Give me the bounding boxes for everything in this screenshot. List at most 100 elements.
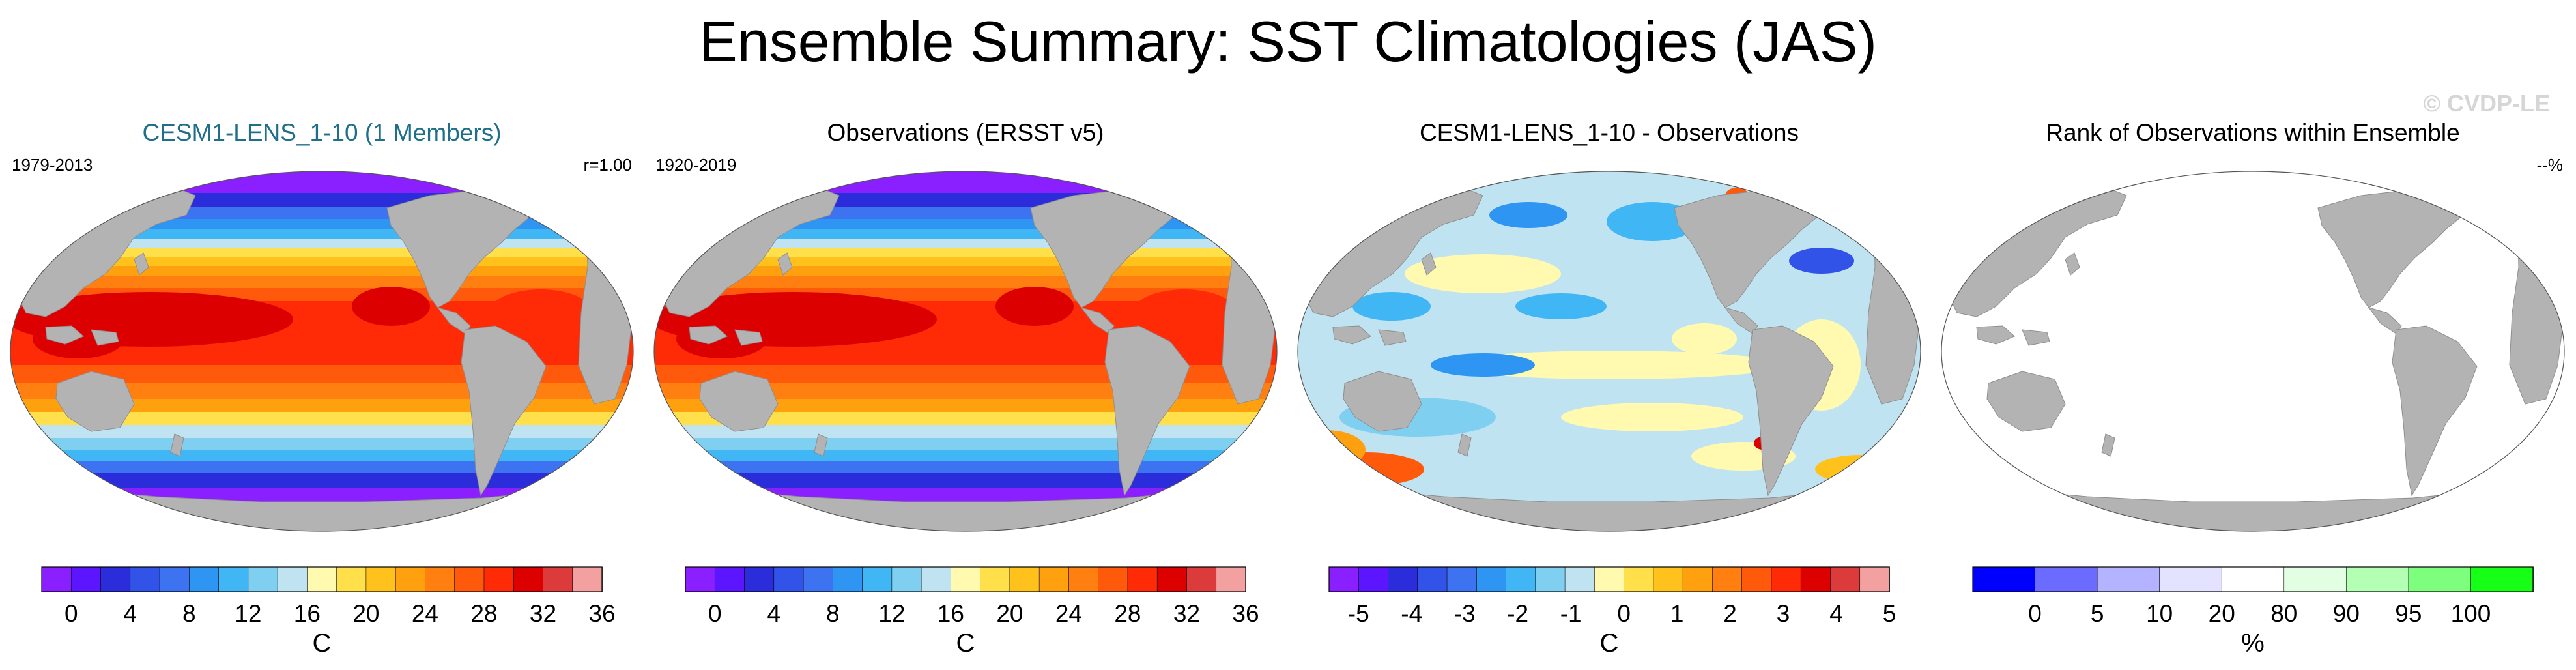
colorbar-swatch xyxy=(685,566,716,592)
colorbar-tick-label: 20 xyxy=(2209,600,2235,627)
colorbar-swatch xyxy=(921,566,952,592)
land-mass-1 xyxy=(1158,174,1224,217)
colorbar-tick-label: 90 xyxy=(2333,600,2360,627)
colorbar-swatch xyxy=(425,566,455,592)
colorbar-tick-label: 4 xyxy=(1829,600,1843,627)
colorbar-tick-label: 36 xyxy=(588,600,615,627)
colorbar-tick-label: 80 xyxy=(2270,600,2297,627)
diff-blob-0 xyxy=(1405,254,1561,293)
colorbar-swatch xyxy=(1068,566,1099,592)
colorbar-swatch xyxy=(1771,566,1802,592)
colorbar-tick-label: 16 xyxy=(937,600,964,627)
colorbar-swatch xyxy=(70,566,102,592)
warm-pool-1 xyxy=(352,287,430,326)
colorbar-swatch xyxy=(1417,566,1448,592)
sst-band-2 xyxy=(654,207,1277,219)
colorbar-swatch xyxy=(980,566,1010,592)
colorbar-tick-label: 8 xyxy=(182,600,196,627)
land-mass-7 xyxy=(55,371,135,432)
colorbar-tick-label: 0 xyxy=(708,600,722,627)
land-mass-3 xyxy=(1104,325,1190,497)
colorbar-tick-label: 5 xyxy=(1883,600,1896,627)
colorbar-swatch xyxy=(1506,566,1536,592)
sst-band-0 xyxy=(654,171,1277,193)
colorbar-tick-label: 20 xyxy=(352,600,379,627)
colorbar-swatch xyxy=(1358,566,1389,592)
colorbar-tick-label: 0 xyxy=(2028,600,2042,627)
panel-period-label: 1979-2013 xyxy=(12,155,93,175)
colorbar-swatch xyxy=(365,566,396,592)
colorbar-tick-label: -5 xyxy=(1348,600,1369,627)
sst-band-18 xyxy=(10,450,633,461)
panel-title: Observations (ERSST v5) xyxy=(827,119,1104,146)
sst-band-8 xyxy=(654,266,1277,276)
colorbar-frame xyxy=(1972,566,2534,592)
colorbar-swatch xyxy=(833,566,863,592)
colorbar-tick-label: 36 xyxy=(1232,600,1259,627)
sst-band-1 xyxy=(654,193,1277,207)
colorbar-swatch xyxy=(1682,566,1713,592)
sst-band-17 xyxy=(654,438,1277,450)
colorbar-swatch xyxy=(2159,566,2223,592)
sst-band-17 xyxy=(10,438,633,450)
land-mass-8 xyxy=(1976,325,2015,345)
diff-blob-2 xyxy=(1515,293,1607,319)
colorbar-tick-label: 2 xyxy=(1723,600,1737,627)
colorbar-tick-label: -3 xyxy=(1454,600,1476,627)
main-title: Ensemble Summary: SST Climatologies (JAS… xyxy=(699,9,1877,74)
panel-stat-label: r=1.00 xyxy=(583,155,632,175)
colorbar-tick-label: 24 xyxy=(1055,600,1082,627)
colorbar-tick-label: 4 xyxy=(124,600,137,627)
colorbar-tick-label: 100 xyxy=(2451,600,2491,627)
diff-blob-1 xyxy=(1444,351,1782,379)
colorbar-tick-label: -2 xyxy=(1507,600,1528,627)
colorbar-tick-label: 28 xyxy=(1114,600,1141,627)
panel-title: Rank of Observations within Ensemble xyxy=(2046,119,2460,146)
sst-band-8 xyxy=(10,266,633,276)
colorbar-swatch xyxy=(1388,566,1418,592)
colorbar-swatch xyxy=(1156,566,1188,592)
colorbar-swatch xyxy=(1859,566,1890,592)
colorbar-swatch xyxy=(395,566,426,592)
colorbar-swatch xyxy=(2408,566,2472,592)
colorbar-tick-label: 0 xyxy=(1617,600,1631,627)
colorbar-swatch xyxy=(1972,566,2036,592)
colorbar-unit-label: C xyxy=(956,629,975,658)
colorbar-tick-label: 4 xyxy=(767,600,781,627)
land-mass-9 xyxy=(1378,329,1407,346)
colorbar-swatch xyxy=(1098,566,1128,592)
land-mass-8 xyxy=(689,325,728,345)
colorbar-swatch xyxy=(543,566,573,592)
sst-band-1 xyxy=(10,193,633,207)
land-mass-7 xyxy=(1986,371,2066,432)
land-mass-10 xyxy=(2065,252,2080,276)
colorbar-tick-label: -1 xyxy=(1560,600,1582,627)
land-mass-3 xyxy=(1748,325,1834,497)
colorbar-swatch xyxy=(336,566,367,592)
panel-period-label: 1920-2019 xyxy=(655,155,737,175)
colorbar-tick-label: 8 xyxy=(826,600,840,627)
colorbar-swatch xyxy=(1624,566,1654,592)
colorbar-swatch xyxy=(1216,566,1246,592)
colorbar-swatch xyxy=(2470,566,2534,592)
colorbar-swatch xyxy=(1800,566,1831,592)
map-panel-2: Observations (ERSST v5) 1920-2019 0 4 8 12 16 2… xyxy=(644,0,1287,670)
colorbar-swatch xyxy=(513,566,544,592)
colorbar-swatch xyxy=(2346,566,2409,592)
land-mass-3 xyxy=(2392,325,2478,497)
rank-background xyxy=(1941,171,2564,531)
colorbar-swatch xyxy=(572,566,603,592)
colorbar-unit-label: % xyxy=(2241,629,2265,658)
colorbar-swatch xyxy=(714,566,745,592)
colorbar-unit-label: C xyxy=(313,629,332,658)
diff-blob-8 xyxy=(1307,452,1424,486)
warm-pool-1 xyxy=(995,287,1074,326)
colorbar-tick-label: 16 xyxy=(294,600,321,627)
colorbar-swatch xyxy=(951,566,981,592)
colorbar-swatch xyxy=(2097,566,2160,592)
colorbar-swatch xyxy=(1594,566,1625,592)
diff-blob-9 xyxy=(1298,430,1366,469)
colorbar-swatch xyxy=(1712,566,1743,592)
colorbar-frame xyxy=(1328,566,1890,592)
land-mass-8 xyxy=(1332,325,1371,345)
